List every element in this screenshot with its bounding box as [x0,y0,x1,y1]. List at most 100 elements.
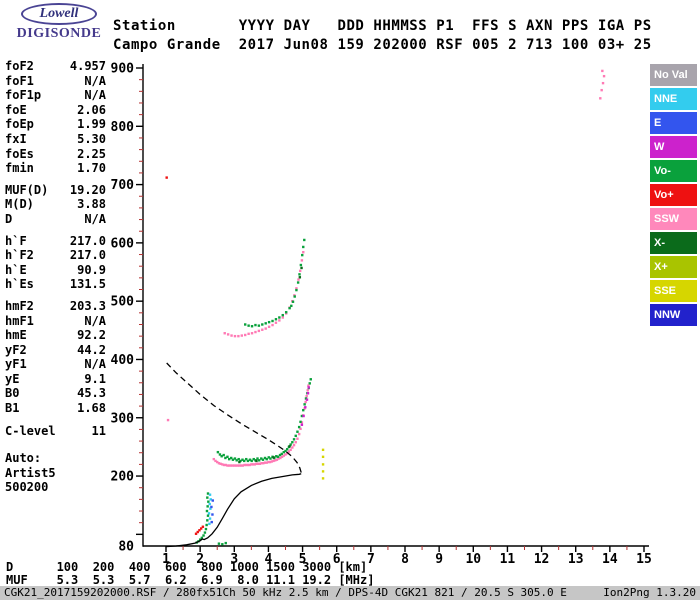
y-axis-labels: 900 800 700 600 500 400 300 200 80 [111,62,135,555]
muf-distance-row: D 100 200 400 600 800 1000 1500 3000 [km… [6,560,368,574]
param-label: MUF(D) [5,182,49,197]
param-value: 2.06 [77,102,106,117]
param-row-foe: foE 2.06 [5,103,106,118]
legend-item-sse: SSE [650,280,697,302]
param-group: C-level 11 [5,424,106,439]
autoscaling-info: Auto: Artist5 500200 [5,451,106,495]
svg-text:7: 7 [367,552,375,567]
svg-text:9: 9 [435,552,443,567]
param-value: 217.0 [69,248,106,263]
param-value: N/A [84,88,106,103]
header-line1: Station YYYY DAY DDD HHMMSS P1 FFS S AXN… [113,18,652,34]
param-label: foEs [5,146,34,161]
param-row-ye: yE 9.1 [5,372,106,387]
param-label: foF2 [5,59,34,73]
param-value: N/A [84,73,106,88]
param-label: foF1 [5,73,34,88]
logo-oval: Lowell [21,3,97,25]
logo-lowell-text: Lowell [39,6,79,21]
legend-item-nnw: NNW [650,304,697,326]
svg-text:80: 80 [118,540,134,555]
series-f-trace-second-order-green [244,238,306,328]
param-label: h`Es [5,277,34,292]
legend-item-x-: X- [650,232,697,254]
legend-item-x+: X+ [650,256,697,278]
param-row-fof2: foF2 4.957 [5,59,106,74]
series-f-trace-second-order-pink [223,251,305,338]
param-label: B1 [5,401,20,416]
direction-legend: No Val NNE E W Vo- Vo+ SSW X- X+ SSE NNW [650,64,697,328]
param-label: h`F [5,233,27,248]
muf-table: D 100 200 400 600 800 1000 1500 3000 [km… [6,561,374,586]
param-label: hmF2 [5,298,34,313]
legend-item-e: E [650,112,697,134]
series-dark-green-x [238,266,303,464]
param-label: hmE [5,328,27,343]
param-value: 1.99 [77,117,106,132]
x-axis-labels: 1 2 3 4 5 6 7 8 9 10 11 12 13 14 15 [162,552,652,567]
param-value: 4.957 [69,59,106,73]
param-row-b0: B0 45.3 [5,386,106,401]
param-label: yF1 [5,357,27,372]
param-row-md: M(D) 3.88 [5,197,106,212]
param-label: foE [5,102,27,117]
legend-item-vo+: Vo+ [650,184,697,206]
param-label: D [5,211,13,226]
param-label: fxI [5,131,27,146]
muf-frequency-row: MUF 5.3 5.3 5.7 6.2 6.9 8.0 11.1 19.2 [M… [6,572,375,587]
lowell-logo: Lowell DIGISONDE [6,3,112,42]
param-label: h`F2 [5,248,34,263]
param-label: foEp [5,117,34,132]
param-value: 9.1 [84,371,106,386]
param-row-clevel: C-level 11 [5,424,106,439]
svg-text:600: 600 [111,236,135,251]
autoscaling-line: 500200 [5,480,49,495]
series-es-cluster-blue [210,499,214,524]
svg-text:1: 1 [162,552,170,567]
legend-item-no-val: No Val [650,64,697,86]
svg-text:11: 11 [500,552,516,567]
svg-text:900: 900 [111,62,135,77]
param-row-hmf1: hmF1 N/A [5,314,106,329]
param-value: 217.0 [69,233,106,248]
param-value: 3.88 [77,197,106,212]
svg-text:4: 4 [265,552,273,567]
svg-text:2: 2 [196,552,204,567]
param-row-fmin: fmin 1.70 [5,161,106,176]
autoscaling-line: Artist5 [5,465,56,480]
status-file-info: CGK21_2017159202000.RSF / 280fx51Ch 50 k… [4,586,567,599]
param-value: 19.20 [69,182,106,197]
status-bar: CGK21_2017159202000.RSF / 280fx51Ch 50 k… [0,586,700,600]
series-spread-pink-strays [166,69,606,422]
series-es-cluster-cyan [207,493,212,526]
param-value: 1.70 [77,161,106,176]
svg-text:200: 200 [111,470,135,485]
param-group: hmF2 203.3 hmF1 N/A hmE 92.2 yF2 44.2 yF1 N/A yE 9.… [5,299,106,416]
param-row-b1: B1 1.68 [5,401,106,416]
param-value: 131.5 [69,277,106,292]
electron-density-profile [165,362,302,548]
param-value: 92.2 [77,328,106,343]
series-e-region-red [165,176,205,535]
param-group: foF2 4.957 foF1 N/A foF1p N/A foE 2.06 foEp 1.99 f… [5,59,106,176]
param-label: foF1p [5,88,42,103]
legend-item-ssw: SSW [650,208,697,230]
svg-text:6: 6 [333,552,341,567]
svg-text:400: 400 [111,353,135,368]
series-cusp-magenta [300,386,310,426]
param-row-fof1: foF1 N/A [5,74,106,89]
series-sporadic-yellow [321,448,325,480]
param-label: fmin [5,161,34,176]
param-row-hes: h`Es 131.5 [5,277,106,292]
param-value: 45.3 [77,386,106,401]
svg-text:15: 15 [636,552,652,567]
status-version: Ion2Png 1.3.20 [603,586,696,599]
series-f-trace-first-order-green [216,378,312,463]
svg-text:13: 13 [568,552,584,567]
param-value: 5.30 [77,131,106,146]
param-row-hmf2: hmF2 203.3 [5,299,106,314]
series-f-trace-first-order-pink [212,384,310,467]
svg-text:14: 14 [602,552,618,567]
